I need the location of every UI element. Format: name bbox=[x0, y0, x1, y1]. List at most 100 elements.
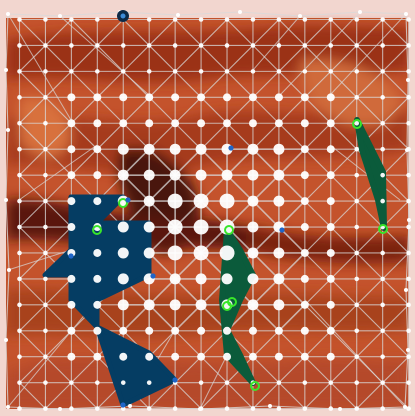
mesh-node bbox=[380, 198, 385, 204]
mesh-node bbox=[17, 406, 22, 411]
region-markers bbox=[68, 10, 388, 408]
mesh-node bbox=[406, 354, 411, 360]
heat-blob bbox=[6, 288, 410, 338]
mesh-edge bbox=[278, 148, 306, 176]
mesh-node bbox=[93, 223, 102, 232]
mesh-edge bbox=[278, 278, 306, 306]
green-marker bbox=[118, 198, 128, 208]
mesh-edge bbox=[19, 96, 46, 124]
mesh-edge bbox=[45, 356, 72, 384]
mesh-node bbox=[326, 145, 335, 154]
mesh-node bbox=[273, 169, 285, 181]
mesh-node bbox=[69, 406, 74, 411]
mesh-edge bbox=[278, 174, 306, 202]
mesh-edge bbox=[304, 382, 332, 409]
mesh-node bbox=[380, 146, 385, 152]
mesh-edge bbox=[304, 174, 332, 202]
mesh-node bbox=[224, 69, 230, 74]
mesh-edge bbox=[330, 174, 358, 202]
frame-node bbox=[128, 404, 132, 408]
mesh-edge bbox=[252, 174, 280, 202]
mesh-node bbox=[197, 326, 206, 335]
mesh-edge bbox=[304, 19, 332, 46]
mesh-edge bbox=[200, 70, 228, 98]
mesh-node bbox=[172, 43, 178, 48]
mesh-node bbox=[328, 69, 334, 74]
mesh-node bbox=[143, 195, 155, 207]
mesh-edge bbox=[252, 226, 280, 254]
mesh-edge bbox=[96, 70, 124, 98]
mesh-node bbox=[354, 198, 360, 204]
mesh-edge bbox=[356, 70, 384, 98]
mesh-edge bbox=[148, 304, 176, 332]
mesh-edge bbox=[96, 45, 124, 72]
mesh-node bbox=[274, 93, 283, 102]
mesh-node bbox=[406, 198, 411, 204]
mesh-node bbox=[145, 326, 154, 335]
frame-node bbox=[58, 14, 62, 18]
mesh-edge bbox=[19, 278, 46, 306]
mesh-edge bbox=[45, 45, 72, 72]
mesh-edge bbox=[200, 96, 228, 124]
mesh-edge bbox=[174, 45, 202, 72]
mesh-node bbox=[300, 119, 309, 128]
mesh-node bbox=[326, 326, 335, 335]
mesh-edge bbox=[330, 278, 358, 306]
target-marker-center bbox=[120, 13, 126, 19]
blue-marker bbox=[150, 273, 156, 279]
mesh-edge bbox=[330, 304, 358, 332]
mesh-node bbox=[93, 171, 102, 180]
mesh-edge bbox=[278, 200, 306, 228]
frame-node bbox=[338, 407, 342, 411]
mesh-node bbox=[169, 169, 181, 181]
mesh-edge bbox=[174, 356, 202, 384]
mesh-node bbox=[380, 354, 385, 360]
mesh-node bbox=[93, 326, 102, 335]
mesh-node bbox=[17, 198, 22, 204]
mesh-node bbox=[67, 352, 76, 361]
mesh-node bbox=[223, 352, 232, 361]
frame-node bbox=[403, 405, 407, 409]
mesh-edge bbox=[174, 330, 202, 358]
heat-blob bbox=[6, 357, 410, 410]
mesh-edge bbox=[174, 304, 202, 332]
mesh-edge bbox=[45, 174, 72, 202]
mesh-node bbox=[223, 119, 232, 128]
frame-node bbox=[198, 407, 202, 411]
mesh-node bbox=[300, 352, 309, 361]
mesh-edge bbox=[70, 148, 98, 176]
mesh-edge bbox=[19, 174, 46, 202]
mesh-edge bbox=[122, 45, 150, 72]
mesh-edge bbox=[18, 144, 98, 201]
mesh-node bbox=[143, 221, 155, 233]
mesh-edge bbox=[356, 252, 384, 280]
mesh-edge bbox=[278, 382, 306, 409]
mesh-node bbox=[93, 119, 102, 128]
mesh-node bbox=[221, 273, 233, 285]
mesh-node bbox=[198, 17, 204, 22]
green-marker bbox=[224, 225, 234, 235]
mesh-node bbox=[221, 169, 233, 181]
mesh-edge bbox=[278, 356, 306, 384]
mesh-node bbox=[406, 276, 411, 282]
mesh-node bbox=[67, 300, 76, 309]
heat-blob bbox=[6, 110, 410, 173]
mesh-edge bbox=[96, 304, 124, 332]
mesh-edge bbox=[252, 70, 280, 98]
mesh-node bbox=[224, 380, 230, 385]
mesh-node bbox=[17, 276, 22, 282]
mesh-edge bbox=[330, 148, 358, 176]
mesh-edge bbox=[330, 330, 358, 358]
mesh-edge bbox=[304, 356, 332, 384]
frame-node bbox=[4, 338, 8, 342]
mesh-edge bbox=[19, 252, 46, 280]
mesh-node bbox=[146, 43, 152, 48]
mesh-node bbox=[17, 250, 22, 256]
mesh-node bbox=[172, 17, 178, 22]
mesh-node bbox=[247, 169, 259, 181]
mesh-edge bbox=[226, 96, 254, 124]
mesh-edge bbox=[382, 356, 409, 384]
bottom-margin bbox=[0, 409, 415, 416]
mesh-node bbox=[143, 169, 155, 181]
mesh-edge bbox=[45, 19, 72, 46]
